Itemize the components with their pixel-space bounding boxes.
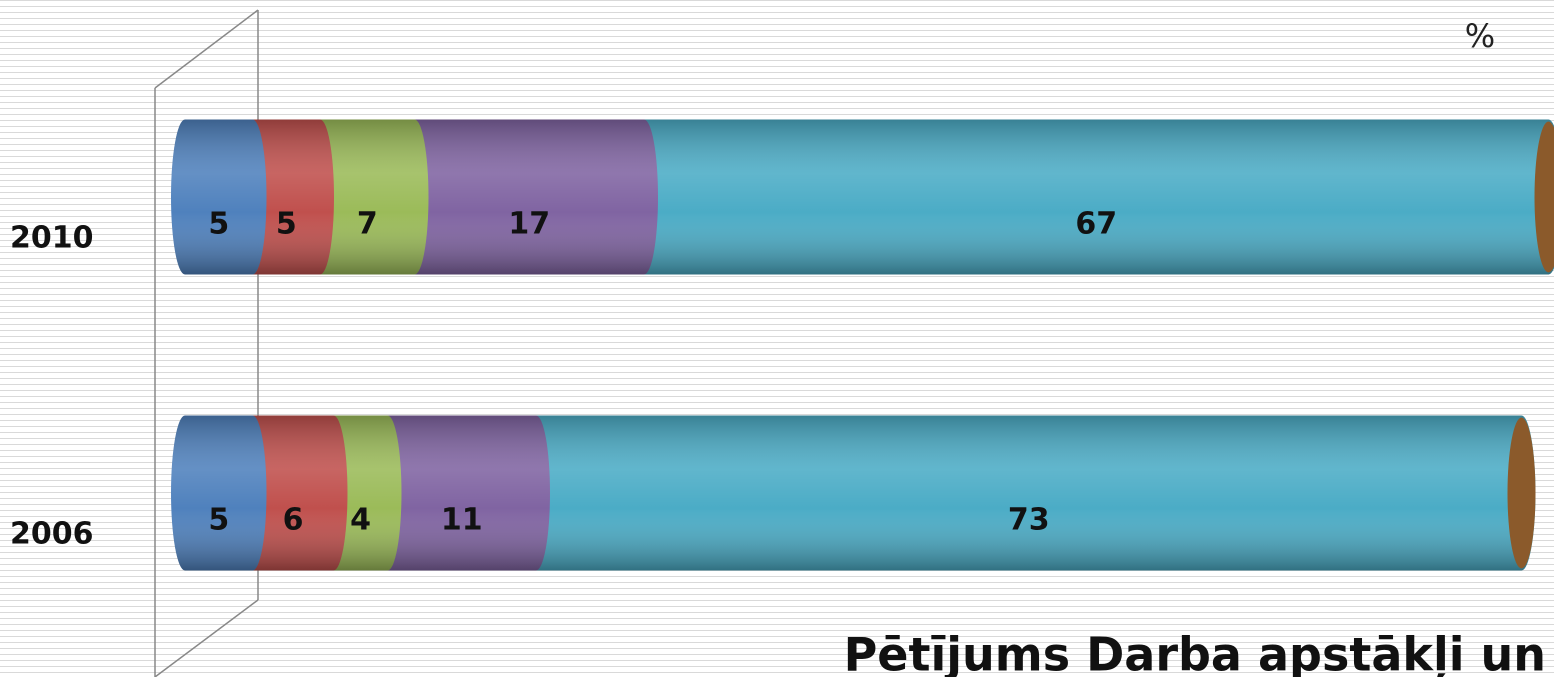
value-label: 73 [1008, 503, 1050, 538]
category-label: 2010 [10, 221, 94, 256]
value-label: 5 [276, 207, 297, 242]
bar-gloss [238, 415, 348, 571]
value-label: 7 [357, 207, 378, 242]
bar-end-cap [1534, 121, 1554, 273]
value-label: 6 [283, 503, 304, 538]
value-label: 5 [208, 503, 229, 538]
bar-gloss [400, 119, 659, 275]
bar-gloss [171, 415, 267, 571]
value-label: 67 [1075, 207, 1117, 242]
category-label: 2006 [10, 517, 94, 552]
value-label: 11 [441, 503, 483, 538]
bar-gloss [171, 119, 267, 275]
value-label: 17 [508, 207, 550, 242]
bar-gloss [630, 119, 1554, 275]
unit-label: % [1465, 17, 1495, 55]
bar-gloss [373, 415, 550, 571]
bar-gloss [306, 119, 429, 275]
value-label: 4 [350, 503, 371, 538]
annotation: Pētījums Darba apstākļi un [844, 628, 1546, 677]
wall [154, 9, 259, 677]
value-label: 5 [208, 207, 229, 242]
bar-gloss [522, 415, 1536, 571]
bar-end-cap [1507, 417, 1536, 569]
